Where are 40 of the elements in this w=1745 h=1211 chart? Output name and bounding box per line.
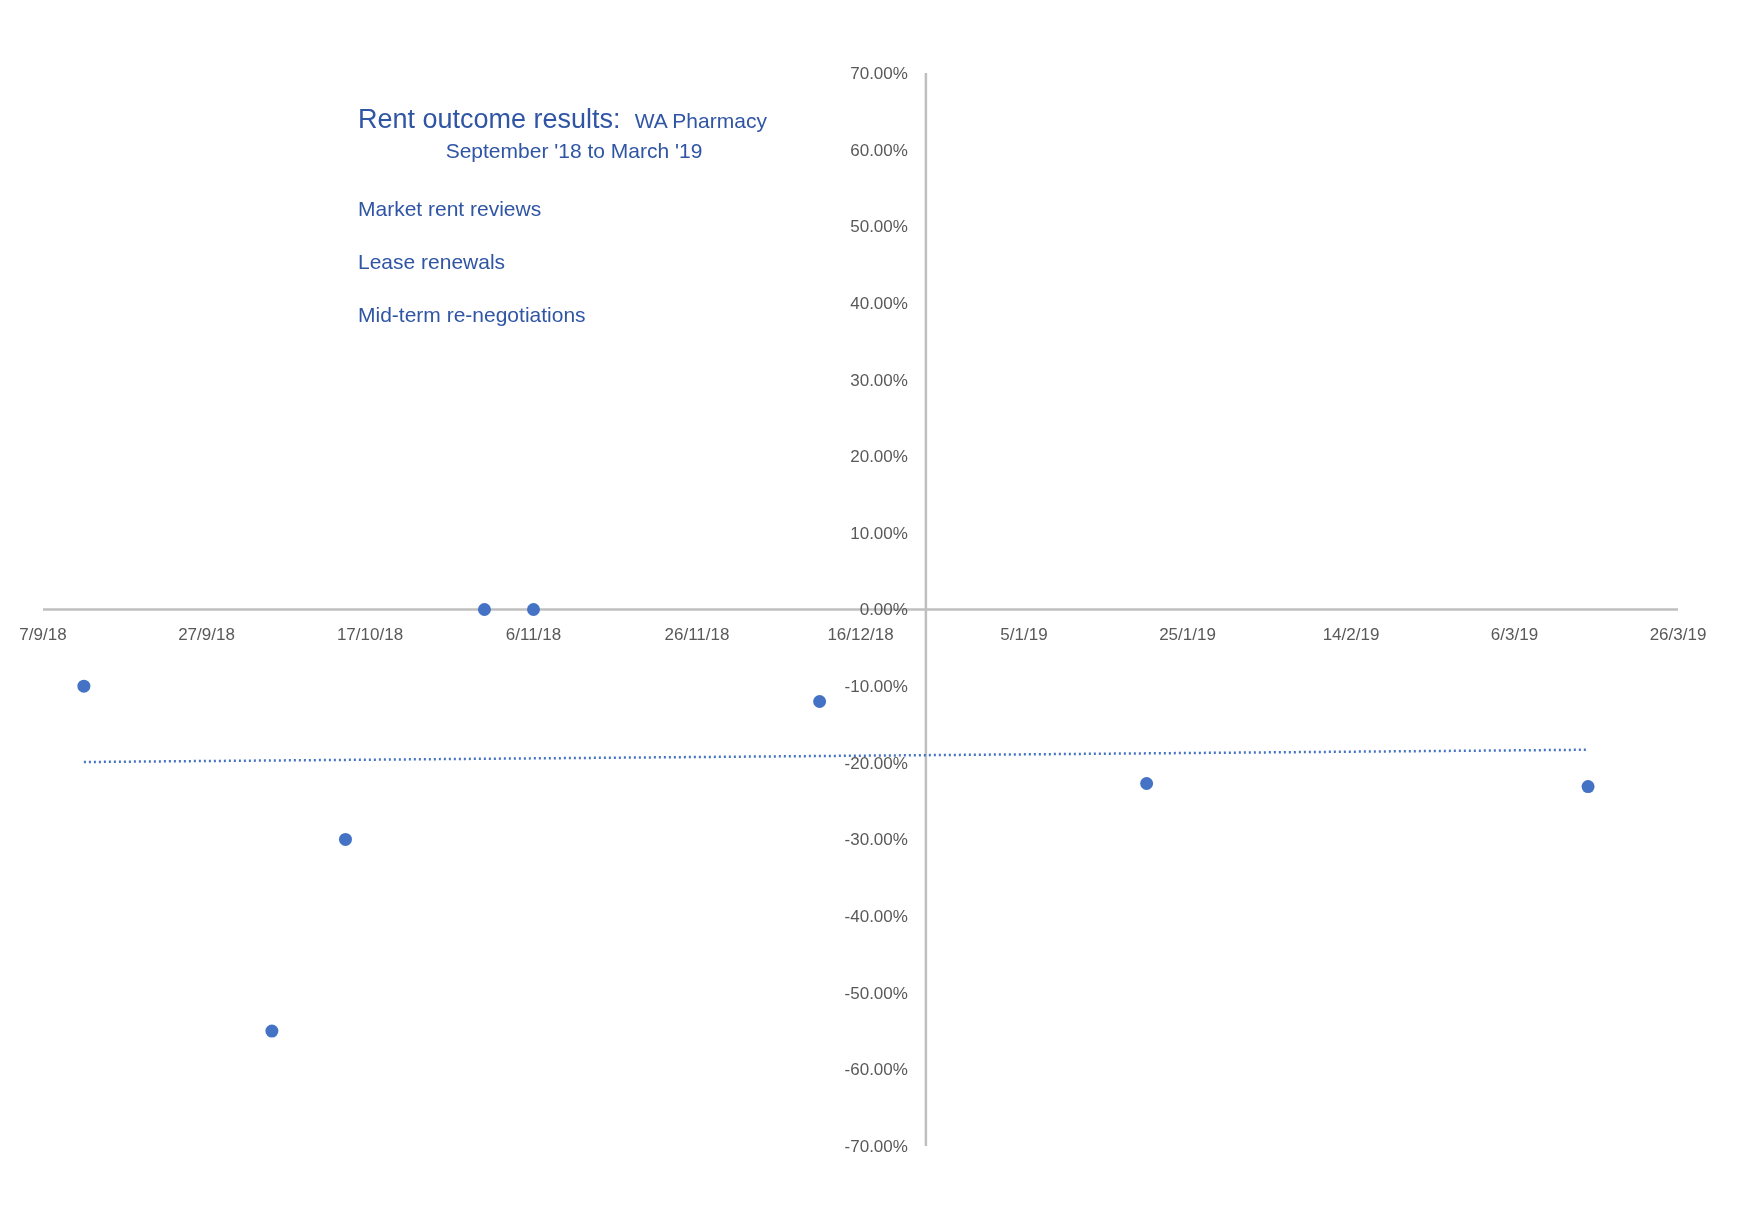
x-tick-label: 17/10/18 xyxy=(336,624,404,644)
y-tick-label: -40.00% xyxy=(844,907,908,927)
point xyxy=(813,694,827,708)
point xyxy=(338,832,352,846)
text: Rent outcome results: xyxy=(358,104,621,134)
x-tick-label: 16/12/18 xyxy=(827,624,894,644)
y-tick-label: -10.00% xyxy=(844,677,908,697)
x-tick-label: 27/9/18 xyxy=(178,624,235,644)
y-tick-label: -70.00% xyxy=(844,1136,908,1156)
point xyxy=(77,679,91,693)
point xyxy=(1140,776,1154,790)
x-tick-label: 5/1/19 xyxy=(1000,624,1048,644)
annotation: Market rent reviews xyxy=(358,197,542,220)
y-tick-label: 60.00% xyxy=(850,140,908,160)
y-tick-label: 40.00% xyxy=(850,293,908,313)
y-tick-label: -50.00% xyxy=(844,983,908,1003)
point xyxy=(527,603,540,616)
point xyxy=(265,1024,279,1038)
annotation: September '18 to March '19 xyxy=(445,139,703,162)
y-tick-label: -20.00% xyxy=(844,753,908,773)
y-tick-label: 10.00% xyxy=(850,523,908,543)
y-tick-label: 30.00% xyxy=(850,370,908,390)
x-tick-label: 25/1/19 xyxy=(1159,624,1216,644)
x-tick-label: 6/3/19 xyxy=(1490,624,1539,644)
x-tick-label: 26/3/19 xyxy=(1649,624,1707,644)
x-tick-label: 26/11/18 xyxy=(664,624,730,644)
y-tick-label: 0.00% xyxy=(859,600,908,620)
y-tick-label: 20.00% xyxy=(850,447,908,467)
y-tick-label: 70.00% xyxy=(850,63,908,83)
annotation: Lease renewals xyxy=(358,250,506,273)
point xyxy=(477,603,491,616)
x-tick-label: 14/2/19 xyxy=(1322,624,1380,644)
y-tick-label: 50.00% xyxy=(850,217,908,237)
point xyxy=(1581,780,1595,794)
text: WA Pharmacy xyxy=(634,109,768,132)
annotation: Mid-term re-negotiations xyxy=(358,303,586,326)
y-tick-label: -30.00% xyxy=(844,830,908,850)
x-tick-label: 7/9/18 xyxy=(19,624,67,644)
y-tick-label: -60.00% xyxy=(844,1060,908,1080)
x-tick-label: 6/11/18 xyxy=(505,624,562,644)
